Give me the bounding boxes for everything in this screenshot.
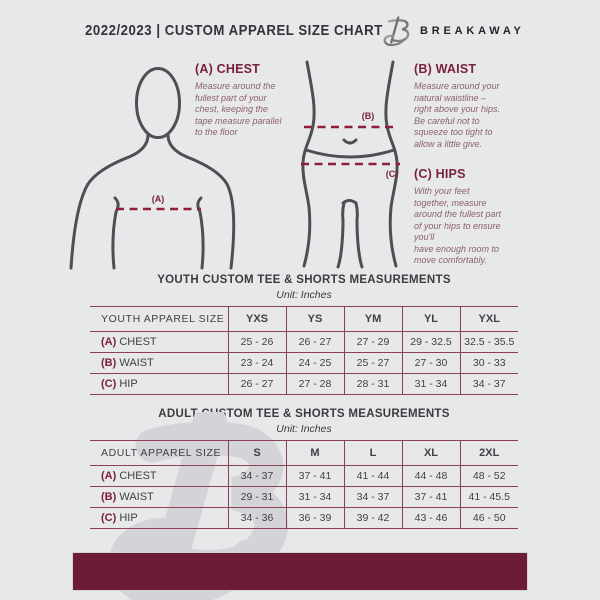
table-cell: 39 - 42 [343, 507, 402, 529]
table-cell: 25 - 26 [227, 331, 286, 353]
table-cell: 34 - 36 [227, 507, 286, 529]
table-cell: 46 - 50 [459, 507, 518, 529]
hips-figure-diagram: (B) (C) [301, 60, 400, 269]
table-cell: 37 - 41 [401, 486, 460, 508]
table-cell: 26 - 27 [227, 373, 286, 395]
row-marker: (C) [101, 378, 117, 390]
chest-line-marker: (A) [152, 194, 165, 204]
table-cell: 27 - 28 [285, 373, 344, 395]
row-label: (C) HIP [90, 373, 228, 395]
column-header: M [285, 440, 344, 466]
row-label-text: HIP [119, 378, 138, 390]
row-label-text: HIP [119, 512, 138, 524]
table-row: (B) WAIST 23 - 24 24 - 25 25 - 27 27 - 3… [90, 352, 518, 374]
adult-size-table: ADULT APPAREL SIZE S M L XL 2XL (A) CHES… [90, 440, 518, 529]
table-cell: 25 - 27 [343, 352, 402, 374]
table-cell: 27 - 30 [401, 352, 460, 374]
column-header: ADULT APPAREL SIZE [90, 440, 228, 466]
table-cell: 31 - 34 [285, 486, 344, 508]
chest-instructions: Measure around the fullest part of your … [195, 81, 282, 137]
row-marker: (A) [101, 336, 117, 348]
brand-name: BREAKAWAY [420, 25, 525, 37]
breakaway-logo-icon [383, 16, 410, 47]
row-label: (A) CHEST [90, 331, 228, 353]
table-row: (C) HIP 34 - 36 36 - 39 39 - 42 43 - 46 … [90, 507, 518, 529]
table-cell: 27 - 29 [343, 331, 402, 353]
row-label-text: WAIST [119, 357, 154, 369]
table-cell: 48 - 52 [459, 465, 518, 487]
table-row: (B) WAIST 29 - 31 31 - 34 34 - 37 37 - 4… [90, 486, 518, 508]
hips-instructions: With your feet together, measure around … [414, 186, 502, 265]
column-header: S [227, 440, 286, 466]
table-cell: 34 - 37 [343, 486, 402, 508]
column-header: YXL [459, 306, 518, 332]
row-label-text: CHEST [119, 470, 157, 482]
column-header: YOUTH APPAREL SIZE [90, 306, 228, 332]
table-cell: 23 - 24 [227, 352, 286, 374]
table-cell: 29 - 32.5 [401, 331, 460, 353]
table-cell: 43 - 46 [401, 507, 460, 529]
table-cell: 44 - 48 [401, 465, 460, 487]
table-cell: 36 - 39 [285, 507, 344, 529]
table-cell: 34 - 37 [459, 373, 518, 395]
row-marker: (B) [101, 357, 117, 369]
column-header: 2XL [459, 440, 518, 466]
column-header: YM [343, 306, 402, 332]
table-cell: 41 - 44 [343, 465, 402, 487]
table-row: (A) CHEST 25 - 26 26 - 27 27 - 29 29 - 3… [90, 331, 518, 353]
youth-header-row: YOUTH APPAREL SIZE YXS YS YM YL YXL [90, 306, 518, 332]
table-cell: 30 - 33 [459, 352, 518, 374]
waist-line-marker: (B) [362, 111, 375, 121]
row-label: (B) WAIST [90, 486, 228, 508]
row-label-text: CHEST [119, 336, 157, 348]
table-cell: 24 - 25 [285, 352, 344, 374]
row-marker: (B) [101, 491, 117, 503]
column-header: L [343, 440, 402, 466]
hips-line-marker: (C) [386, 169, 399, 179]
table-cell: 31 - 34 [401, 373, 460, 395]
table-cell: 34 - 37 [227, 465, 286, 487]
table-cell: 29 - 31 [227, 486, 286, 508]
table-cell: 32.5 - 35.5 [459, 331, 518, 353]
row-label: (B) WAIST [90, 352, 228, 374]
table-row: (A) CHEST 34 - 37 37 - 41 41 - 44 44 - 4… [90, 465, 518, 487]
footer-accent-bar [73, 553, 527, 590]
adult-table-unit: Unit: Inches [276, 423, 332, 435]
page-title: 2022/2023 | CUSTOM APPAREL SIZE CHART [85, 22, 383, 39]
column-header: XL [401, 440, 460, 466]
table-row: (C) HIP 26 - 27 27 - 28 28 - 31 31 - 34 … [90, 373, 518, 395]
youth-table-unit: Unit: Inches [276, 289, 332, 301]
waist-section-heading: (B) WAIST [414, 62, 477, 76]
row-label-text: WAIST [119, 491, 154, 503]
adult-header-row: ADULT APPAREL SIZE S M L XL 2XL [90, 440, 518, 466]
table-cell: 41 - 45.5 [459, 486, 518, 508]
torso-figure-diagram: (A) [69, 67, 236, 270]
column-header: YL [401, 306, 460, 332]
table-cell: 26 - 27 [285, 331, 344, 353]
table-cell: 28 - 31 [343, 373, 402, 395]
row-marker: (A) [101, 470, 117, 482]
row-label: (A) CHEST [90, 465, 228, 487]
waist-instructions: Measure around your natural waistline – … [414, 81, 501, 149]
row-label: (C) HIP [90, 507, 228, 529]
chest-section-heading: (A) CHEST [195, 62, 260, 76]
row-marker: (C) [101, 512, 117, 524]
adult-table-title: ADULT CUSTOM TEE & SHORTS MEASUREMENTS [158, 408, 450, 420]
hips-section-heading: (C) HIPS [414, 167, 466, 181]
column-header: YS [285, 306, 344, 332]
column-header: YXS [227, 306, 286, 332]
youth-size-table: YOUTH APPAREL SIZE YXS YS YM YL YXL (A) … [90, 306, 518, 395]
table-cell: 37 - 41 [285, 465, 344, 487]
youth-table-title: YOUTH CUSTOM TEE & SHORTS MEASUREMENTS [157, 274, 451, 286]
